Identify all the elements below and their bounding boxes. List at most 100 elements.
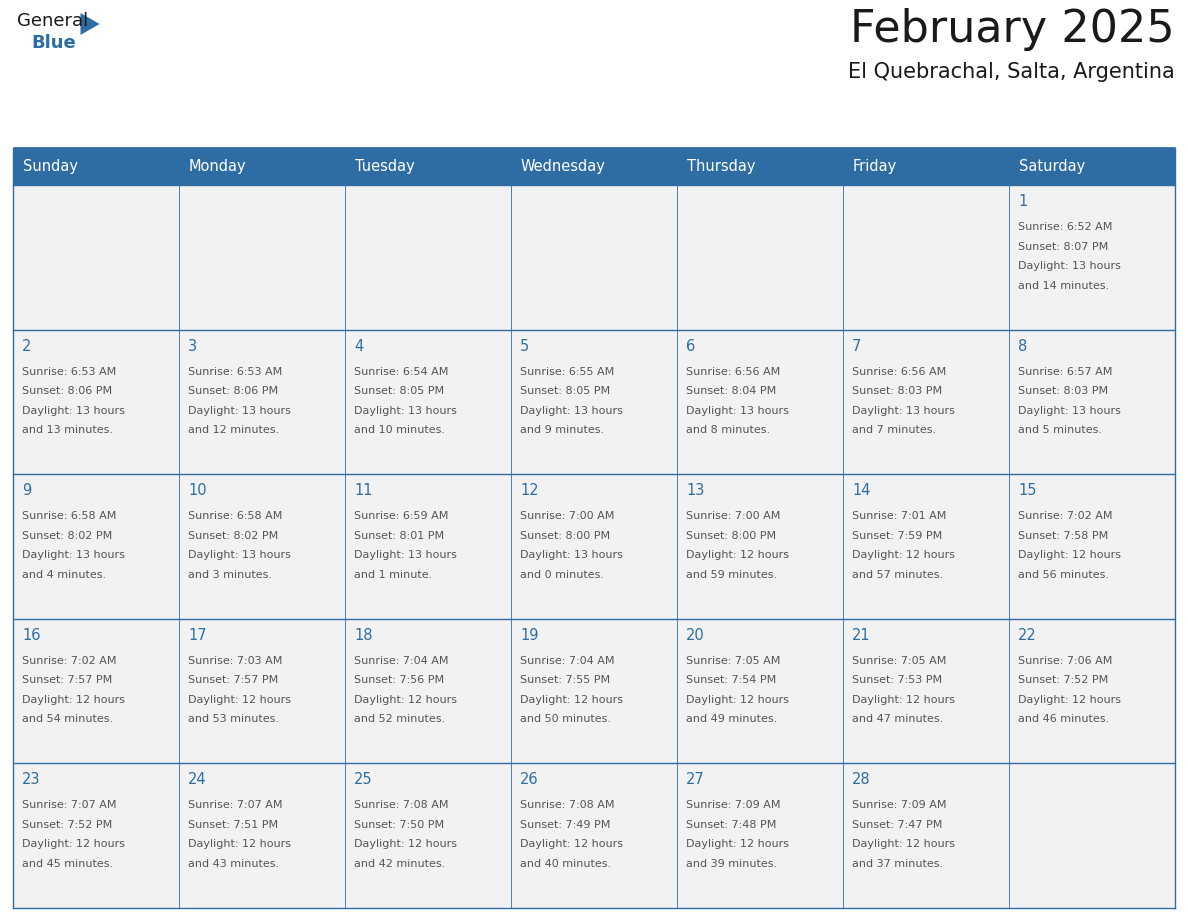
Bar <box>677 619 843 764</box>
Text: Sunset: 7:48 PM: Sunset: 7:48 PM <box>685 820 777 830</box>
Text: 7: 7 <box>852 339 861 353</box>
Text: Sunset: 7:58 PM: Sunset: 7:58 PM <box>1018 531 1108 541</box>
Text: Sunrise: 7:07 AM: Sunrise: 7:07 AM <box>188 800 283 811</box>
Text: Blue: Blue <box>31 34 76 52</box>
Text: El Quebrachal, Salta, Argentina: El Quebrachal, Salta, Argentina <box>848 62 1175 82</box>
Text: Sunrise: 6:56 AM: Sunrise: 6:56 AM <box>852 366 947 376</box>
Text: and 14 minutes.: and 14 minutes. <box>1018 281 1110 290</box>
Text: and 46 minutes.: and 46 minutes. <box>1018 714 1110 724</box>
Text: Sunset: 8:01 PM: Sunset: 8:01 PM <box>354 531 444 541</box>
Text: Sunset: 8:06 PM: Sunset: 8:06 PM <box>23 386 112 396</box>
Bar <box>179 764 345 908</box>
Bar <box>511 330 677 475</box>
Text: Sunrise: 6:57 AM: Sunrise: 6:57 AM <box>1018 366 1112 376</box>
Text: and 7 minutes.: and 7 minutes. <box>852 425 936 435</box>
Bar <box>13 764 179 908</box>
Text: and 43 minutes.: and 43 minutes. <box>188 859 279 869</box>
Text: Sunrise: 7:00 AM: Sunrise: 7:00 AM <box>685 511 781 521</box>
Text: Sunrise: 7:00 AM: Sunrise: 7:00 AM <box>520 511 614 521</box>
Text: Daylight: 12 hours: Daylight: 12 hours <box>852 550 955 560</box>
Text: Sunset: 8:00 PM: Sunset: 8:00 PM <box>685 531 776 541</box>
Text: Friday: Friday <box>853 159 897 174</box>
Bar <box>13 330 179 475</box>
Text: 21: 21 <box>852 628 871 643</box>
Text: Daylight: 13 hours: Daylight: 13 hours <box>23 550 125 560</box>
Text: Sunrise: 7:09 AM: Sunrise: 7:09 AM <box>852 800 947 811</box>
Text: 20: 20 <box>685 628 704 643</box>
Text: Sunset: 7:59 PM: Sunset: 7:59 PM <box>852 531 942 541</box>
Bar <box>843 185 1009 330</box>
Text: and 47 minutes.: and 47 minutes. <box>852 714 943 724</box>
Bar <box>677 764 843 908</box>
Text: Sunrise: 7:05 AM: Sunrise: 7:05 AM <box>852 655 947 666</box>
Text: Sunrise: 7:05 AM: Sunrise: 7:05 AM <box>685 655 781 666</box>
Text: Daylight: 13 hours: Daylight: 13 hours <box>188 406 291 416</box>
Text: Sunrise: 6:58 AM: Sunrise: 6:58 AM <box>23 511 116 521</box>
Bar <box>677 475 843 619</box>
Text: Sunrise: 6:58 AM: Sunrise: 6:58 AM <box>188 511 283 521</box>
Text: Sunrise: 7:07 AM: Sunrise: 7:07 AM <box>23 800 116 811</box>
Text: Sunrise: 7:01 AM: Sunrise: 7:01 AM <box>852 511 947 521</box>
Text: Sunset: 8:03 PM: Sunset: 8:03 PM <box>1018 386 1108 396</box>
Text: and 0 minutes.: and 0 minutes. <box>520 570 604 579</box>
Text: and 49 minutes.: and 49 minutes. <box>685 714 777 724</box>
Bar <box>1009 764 1175 908</box>
Text: Daylight: 13 hours: Daylight: 13 hours <box>685 406 789 416</box>
Bar <box>1009 619 1175 764</box>
Text: Daylight: 12 hours: Daylight: 12 hours <box>354 839 457 849</box>
Text: Sunset: 7:57 PM: Sunset: 7:57 PM <box>188 676 278 686</box>
Text: Daylight: 12 hours: Daylight: 12 hours <box>1018 695 1121 705</box>
Text: Daylight: 13 hours: Daylight: 13 hours <box>852 406 955 416</box>
Text: Sunset: 7:53 PM: Sunset: 7:53 PM <box>852 676 942 686</box>
Text: Sunset: 8:02 PM: Sunset: 8:02 PM <box>23 531 112 541</box>
Text: Sunset: 8:05 PM: Sunset: 8:05 PM <box>354 386 444 396</box>
Text: 16: 16 <box>23 628 40 643</box>
Text: 10: 10 <box>188 483 207 498</box>
Text: and 10 minutes.: and 10 minutes. <box>354 425 446 435</box>
Text: 12: 12 <box>520 483 538 498</box>
Text: 2: 2 <box>23 339 31 353</box>
Bar <box>843 475 1009 619</box>
Text: Sunrise: 6:53 AM: Sunrise: 6:53 AM <box>188 366 283 376</box>
Text: Sunset: 7:55 PM: Sunset: 7:55 PM <box>520 676 611 686</box>
Text: 11: 11 <box>354 483 373 498</box>
Bar <box>13 619 179 764</box>
Bar <box>843 764 1009 908</box>
Text: 3: 3 <box>188 339 197 353</box>
Text: Sunrise: 7:08 AM: Sunrise: 7:08 AM <box>520 800 614 811</box>
Text: and 8 minutes.: and 8 minutes. <box>685 425 770 435</box>
Text: Sunset: 8:04 PM: Sunset: 8:04 PM <box>685 386 776 396</box>
Text: and 52 minutes.: and 52 minutes. <box>354 714 446 724</box>
Text: Daylight: 12 hours: Daylight: 12 hours <box>23 839 125 849</box>
Bar <box>677 330 843 475</box>
Text: Sunset: 7:56 PM: Sunset: 7:56 PM <box>354 676 444 686</box>
Text: Sunset: 7:54 PM: Sunset: 7:54 PM <box>685 676 776 686</box>
Text: Daylight: 12 hours: Daylight: 12 hours <box>188 695 291 705</box>
Text: Sunrise: 6:56 AM: Sunrise: 6:56 AM <box>685 366 781 376</box>
Text: Sunset: 8:03 PM: Sunset: 8:03 PM <box>852 386 942 396</box>
Text: Sunset: 8:07 PM: Sunset: 8:07 PM <box>1018 241 1108 252</box>
Text: 15: 15 <box>1018 483 1036 498</box>
Bar <box>179 330 345 475</box>
Text: Sunrise: 7:08 AM: Sunrise: 7:08 AM <box>354 800 449 811</box>
Text: Daylight: 12 hours: Daylight: 12 hours <box>520 839 623 849</box>
Text: Sunrise: 6:55 AM: Sunrise: 6:55 AM <box>520 366 614 376</box>
Polygon shape <box>81 13 100 35</box>
Text: Sunset: 8:06 PM: Sunset: 8:06 PM <box>188 386 278 396</box>
Text: and 1 minute.: and 1 minute. <box>354 570 432 579</box>
Bar <box>843 619 1009 764</box>
Text: and 37 minutes.: and 37 minutes. <box>852 859 943 869</box>
Text: 6: 6 <box>685 339 695 353</box>
Text: Sunset: 8:02 PM: Sunset: 8:02 PM <box>188 531 278 541</box>
Text: 27: 27 <box>685 772 704 788</box>
Bar <box>1009 475 1175 619</box>
Text: and 5 minutes.: and 5 minutes. <box>1018 425 1102 435</box>
Text: 25: 25 <box>354 772 373 788</box>
Text: and 57 minutes.: and 57 minutes. <box>852 570 943 579</box>
Text: Sunset: 7:57 PM: Sunset: 7:57 PM <box>23 676 112 686</box>
Text: Daylight: 13 hours: Daylight: 13 hours <box>188 550 291 560</box>
Text: Sunrise: 7:02 AM: Sunrise: 7:02 AM <box>23 655 116 666</box>
Text: Daylight: 12 hours: Daylight: 12 hours <box>354 695 457 705</box>
Text: Daylight: 12 hours: Daylight: 12 hours <box>188 839 291 849</box>
Bar <box>345 330 511 475</box>
